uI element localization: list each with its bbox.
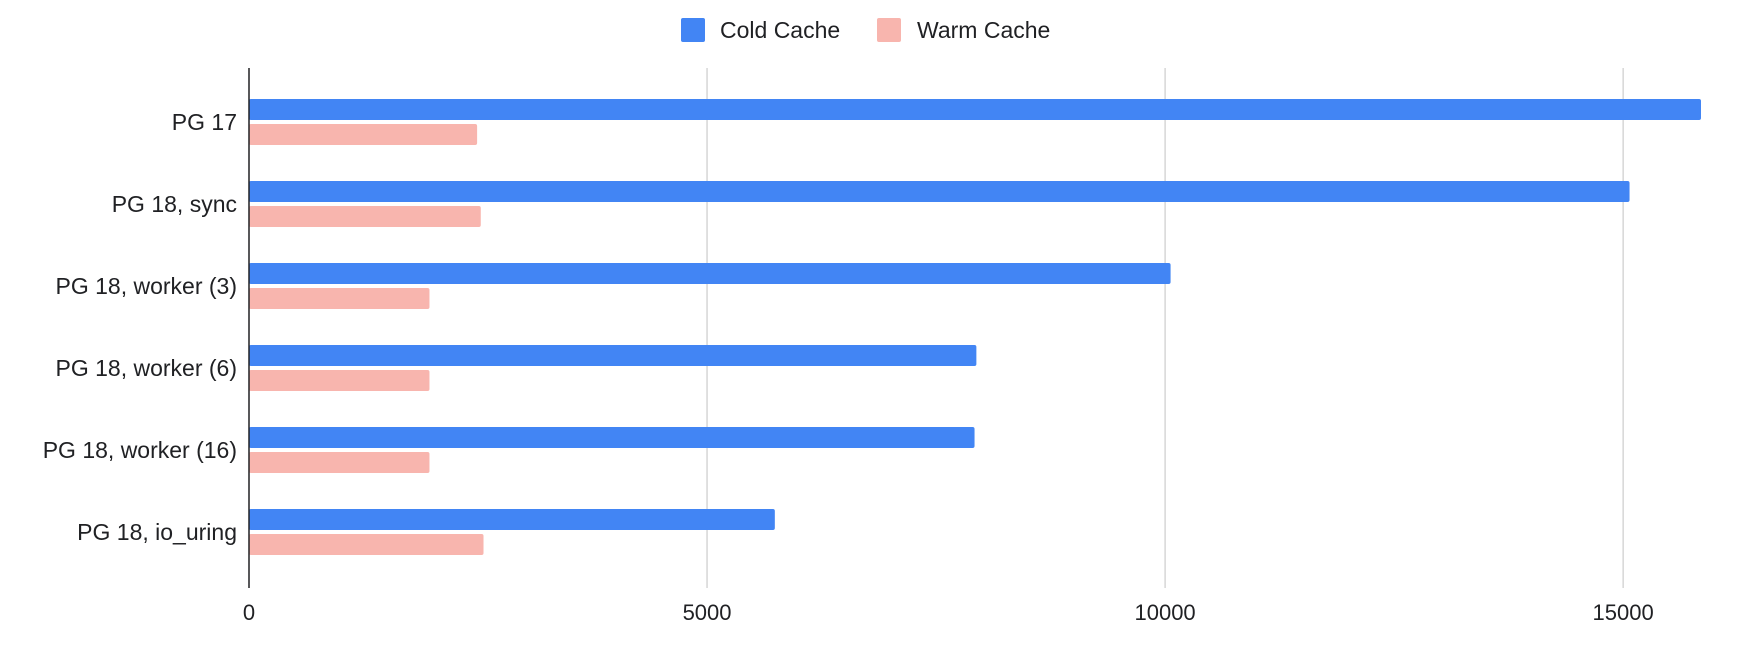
legend-swatch-warm-cache — [877, 18, 901, 42]
x-tick-label: 15000 — [1593, 600, 1654, 625]
bar-warm-cache-4 — [249, 452, 430, 473]
bar-cold-cache-1 — [249, 181, 1630, 202]
bar-cold-cache-2 — [249, 263, 1171, 284]
bar-warm-cache-0 — [249, 124, 478, 145]
x-tick-labels: 0 5000 10000 15000 — [243, 600, 1654, 625]
legend-label-warm-cache: Warm Cache — [917, 17, 1050, 43]
bar-cold-cache-5 — [249, 509, 775, 530]
category-label: PG 18, worker (3) — [56, 273, 238, 299]
category-label: PG 18, worker (6) — [56, 355, 238, 381]
category-label: PG 18, worker (16) — [43, 437, 237, 463]
bar-warm-cache-5 — [249, 534, 484, 555]
bar-cold-cache-3 — [249, 345, 977, 366]
x-tick-label: 0 — [243, 600, 255, 625]
gridlines — [706, 68, 1624, 588]
category-label: PG 18, sync — [112, 191, 237, 217]
category-label: PG 18, io_uring — [77, 519, 237, 545]
bar-warm-cache-2 — [249, 288, 430, 309]
legend-label-cold-cache: Cold Cache — [720, 17, 840, 43]
bars — [249, 99, 1701, 555]
bar-warm-cache-1 — [249, 206, 481, 227]
bar-warm-cache-3 — [249, 370, 430, 391]
legend-swatch-cold-cache — [681, 18, 705, 42]
bar-cold-cache-0 — [249, 99, 1701, 120]
bar-cold-cache-4 — [249, 427, 975, 448]
legend: Cold Cache Warm Cache — [681, 17, 1050, 43]
x-tick-label: 10000 — [1134, 600, 1195, 625]
category-labels: PG 17 PG 18, sync PG 18, worker (3) PG 18, … — [43, 109, 237, 545]
category-label: PG 17 — [172, 109, 237, 135]
x-tick-label: 5000 — [683, 600, 732, 625]
